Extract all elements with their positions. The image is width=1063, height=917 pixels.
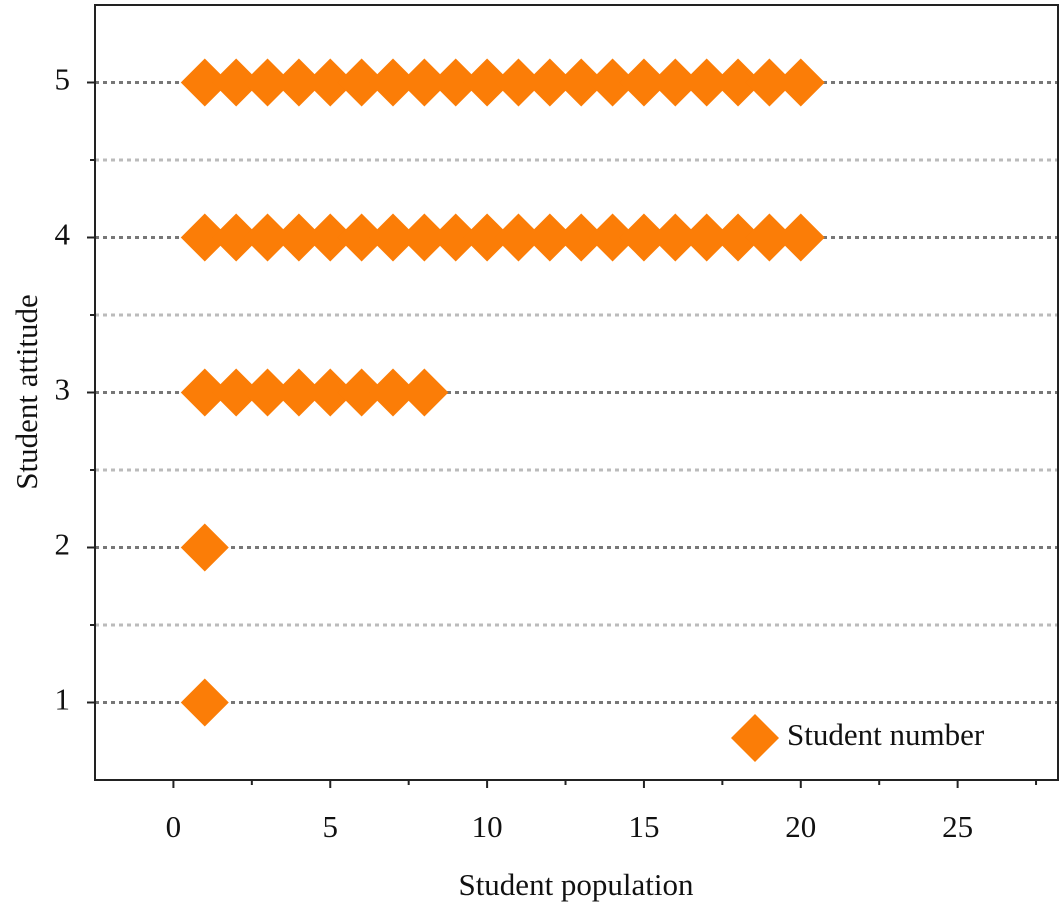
point — [431, 213, 480, 262]
point — [306, 58, 355, 107]
point — [180, 678, 229, 727]
legend-marker — [731, 714, 779, 762]
point — [776, 58, 825, 107]
y-tick-label: 2 — [55, 527, 71, 562]
point — [274, 213, 323, 262]
point — [588, 58, 637, 107]
x-tick-label: 20 — [785, 809, 816, 844]
y-axis-title: Student attitude — [9, 294, 44, 489]
x-axis-title: Student population — [458, 867, 694, 902]
x-tick-label: 15 — [628, 809, 659, 844]
point — [180, 368, 229, 417]
point — [368, 368, 417, 417]
point — [619, 213, 668, 262]
point — [494, 58, 543, 107]
point — [180, 523, 229, 572]
point — [588, 213, 637, 262]
point — [274, 58, 323, 107]
x-tick-label: 25 — [942, 809, 973, 844]
point — [180, 58, 229, 107]
point — [400, 58, 449, 107]
point — [557, 213, 606, 262]
point — [682, 58, 731, 107]
point — [243, 213, 292, 262]
point — [776, 213, 825, 262]
point — [212, 368, 261, 417]
point — [243, 368, 292, 417]
point — [368, 213, 417, 262]
point — [463, 213, 512, 262]
point — [525, 213, 574, 262]
point — [525, 58, 574, 107]
point — [557, 58, 606, 107]
y-tick-label: 3 — [55, 372, 71, 407]
point — [745, 58, 794, 107]
point — [337, 213, 386, 262]
point — [619, 58, 668, 107]
y-tick-label: 1 — [55, 682, 71, 717]
point — [274, 368, 323, 417]
y-tick-label: 4 — [55, 217, 71, 252]
x-tick-label: 5 — [323, 809, 339, 844]
point — [212, 58, 261, 107]
point — [212, 213, 261, 262]
point — [714, 213, 763, 262]
point — [368, 58, 417, 107]
point — [400, 213, 449, 262]
point — [714, 58, 763, 107]
point — [431, 58, 480, 107]
point — [306, 368, 355, 417]
point — [651, 213, 700, 262]
point — [306, 213, 355, 262]
point — [400, 368, 449, 417]
y-tick-label: 5 — [55, 62, 71, 97]
point — [337, 368, 386, 417]
point — [651, 58, 700, 107]
legend-label: Student number — [787, 717, 985, 752]
point — [463, 58, 512, 107]
x-tick-label: 0 — [166, 809, 182, 844]
point — [682, 213, 731, 262]
point — [494, 213, 543, 262]
x-tick-label: 10 — [472, 809, 503, 844]
point — [337, 58, 386, 107]
point — [745, 213, 794, 262]
point — [180, 213, 229, 262]
point — [243, 58, 292, 107]
